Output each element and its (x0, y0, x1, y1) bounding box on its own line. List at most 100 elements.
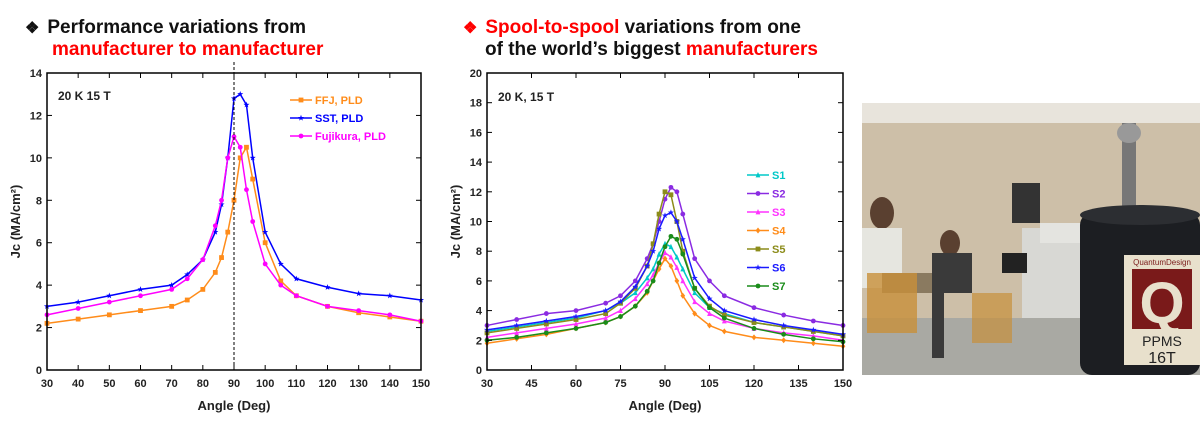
data-point (644, 274, 650, 281)
data-point (543, 321, 549, 327)
x-tick-label: 40 (72, 378, 84, 390)
y-tick-label: 0 (476, 365, 482, 377)
data-point (751, 334, 757, 341)
data-point (200, 257, 206, 263)
x-tick-label: 140 (381, 378, 399, 390)
data-point (668, 233, 674, 239)
data-point (680, 266, 686, 272)
legend-item: S6 (747, 263, 785, 275)
data-point (692, 256, 698, 262)
series-s6 (483, 209, 847, 337)
x-tick-label: 90 (659, 378, 671, 390)
series-s3 (484, 249, 846, 343)
legend-marker (755, 227, 761, 234)
data-point (387, 312, 393, 318)
data-point (212, 223, 218, 229)
legend-marker (755, 191, 761, 196)
y-tick-label: 4 (36, 280, 43, 292)
data-point (386, 292, 393, 299)
data-point (668, 263, 674, 270)
data-point (184, 276, 190, 282)
x-tick-label: 120 (318, 378, 336, 390)
data-point (632, 289, 638, 296)
legend-marker (298, 97, 304, 103)
data-point (573, 308, 579, 313)
data-point (632, 285, 638, 291)
data-point (237, 155, 243, 161)
data-point (674, 264, 680, 270)
x-tick-label: 120 (745, 378, 763, 390)
data-point (644, 288, 650, 294)
data-point (650, 278, 656, 284)
data-point (617, 298, 624, 305)
data-point (781, 312, 787, 318)
data-point (721, 328, 727, 335)
data-point (680, 211, 686, 217)
svg-text:16T: 16T (1148, 350, 1176, 367)
y-tick-label: 18 (470, 98, 482, 110)
x-tick-label: 130 (349, 378, 367, 390)
data-point (262, 240, 268, 246)
data-point (707, 305, 712, 311)
data-point (169, 286, 175, 292)
data-point (674, 189, 680, 195)
y-tick-label: 10 (470, 217, 482, 229)
x-axis-label: Angle (Deg) (629, 398, 702, 413)
y-tick-label: 14 (30, 68, 43, 80)
legend-marker (298, 133, 304, 139)
y-axis-label: Jc (MA/cm²) (8, 185, 23, 259)
data-point (184, 297, 190, 303)
data-point (243, 101, 250, 108)
data-point (219, 197, 224, 203)
data-point (603, 320, 609, 325)
legend-item: SST, PLD (290, 113, 363, 125)
legend-item: S1 (747, 170, 785, 182)
data-point (707, 278, 712, 284)
left-heading: ❖ Performance variations from manufacture… (25, 17, 324, 60)
legend-item: S4 (747, 226, 786, 238)
data-point (138, 293, 143, 299)
data-point (661, 212, 669, 219)
data-point (680, 248, 686, 254)
y-tick-label: 16 (470, 127, 482, 139)
legend-item: S3 (747, 207, 785, 219)
x-tick-label: 45 (525, 378, 537, 390)
data-point (218, 201, 225, 208)
data-point (212, 228, 219, 235)
data-point (602, 307, 609, 314)
legend-marker (297, 114, 305, 121)
data-point (721, 317, 727, 324)
data-point (721, 293, 727, 299)
y-tick-label: 8 (36, 195, 42, 207)
series-s7 (484, 233, 846, 345)
data-point (667, 209, 674, 216)
data-point (632, 278, 638, 284)
legend-label: S7 (772, 281, 785, 293)
data-point (751, 305, 757, 311)
data-point (668, 243, 674, 250)
x-tick-label: 100 (256, 378, 274, 390)
legend-label: S3 (772, 207, 785, 219)
y-tick-label: 4 (476, 306, 483, 318)
data-point (572, 313, 580, 320)
data-point (543, 330, 549, 336)
legend-marker (754, 264, 762, 271)
condition-annotation: 20 K 15 T (58, 89, 111, 103)
data-point (810, 336, 816, 342)
series-fujikura (44, 134, 424, 324)
y-tick-label: 2 (476, 335, 482, 347)
data-point (618, 307, 623, 313)
data-point (656, 225, 663, 232)
data-point (692, 289, 698, 296)
data-point (262, 261, 268, 267)
legend-marker (755, 246, 761, 252)
y-axis-label: Jc (MA/cm²) (448, 185, 463, 259)
data-point (169, 303, 175, 309)
legend-label: FFJ, PLD (315, 95, 363, 107)
data-point (244, 187, 249, 193)
data-point (780, 322, 787, 329)
svg-text:QuantumDesign: QuantumDesign (1133, 258, 1191, 267)
data-point (706, 295, 713, 302)
data-point (680, 277, 686, 284)
data-point (618, 314, 623, 319)
